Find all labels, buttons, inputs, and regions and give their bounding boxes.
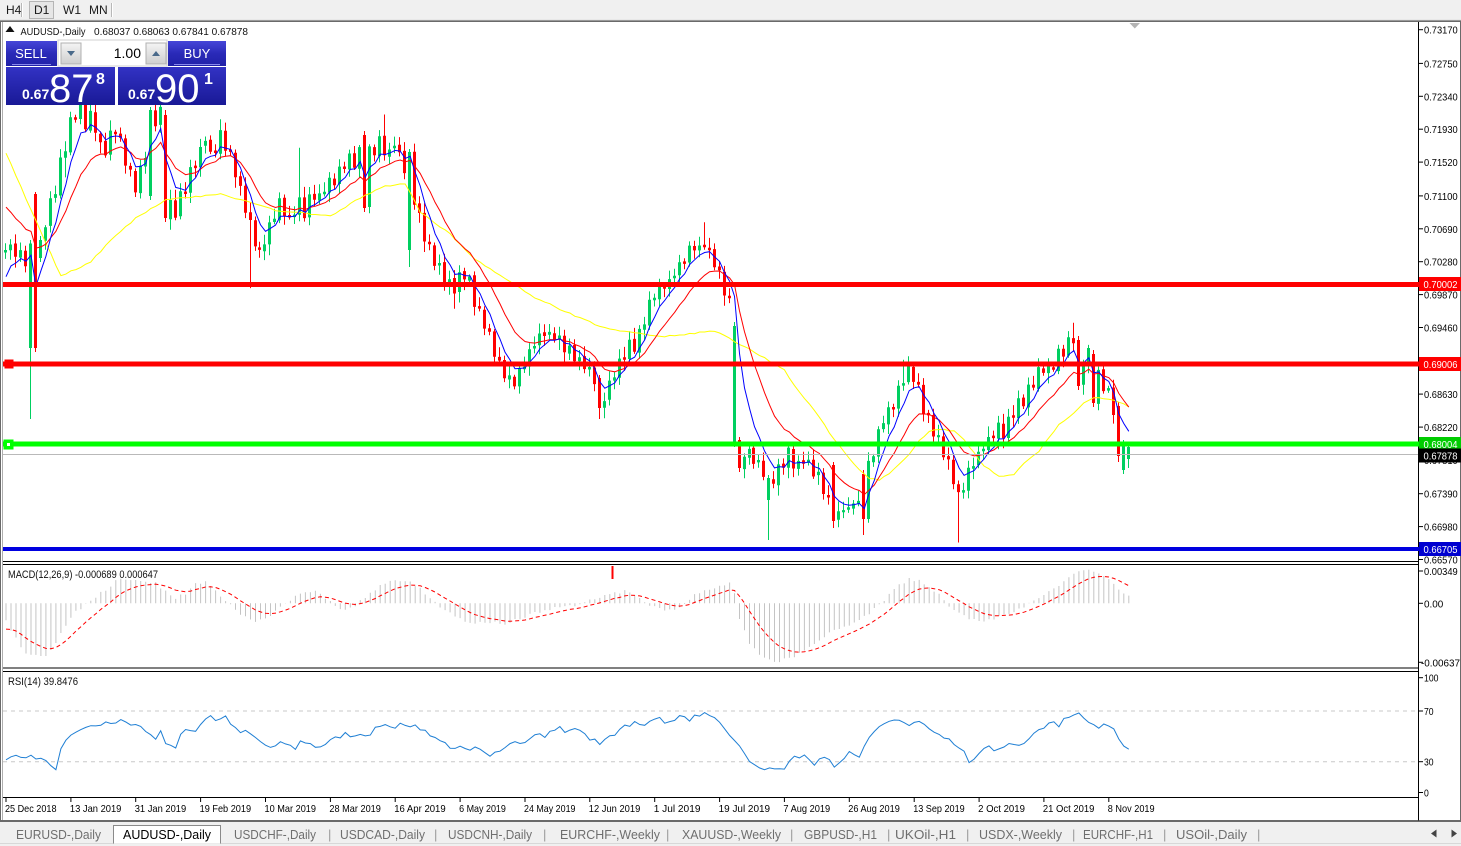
svg-text:MN: MN	[89, 3, 108, 17]
svg-text:0.68037 0.68063 0.67841 0.6787: 0.68037 0.68063 0.67841 0.67878	[94, 26, 248, 38]
svg-text:|: |	[1257, 827, 1260, 842]
svg-text:0.67: 0.67	[22, 86, 49, 102]
svg-text:W1: W1	[63, 3, 81, 17]
svg-text:USDCHF-,Daily: USDCHF-,Daily	[234, 827, 316, 842]
svg-text:-0.00637: -0.00637	[1421, 657, 1460, 669]
svg-text:EURUSD-,Daily: EURUSD-,Daily	[16, 827, 101, 842]
svg-text:AUDUSD-,Daily: AUDUSD-,Daily	[21, 26, 87, 38]
svg-text:0.66705: 0.66705	[1424, 544, 1458, 556]
svg-text:|: |	[666, 827, 669, 842]
svg-text:0.71100: 0.71100	[1424, 191, 1458, 203]
svg-text:USDCNH-,Daily: USDCNH-,Daily	[448, 827, 532, 842]
svg-text:EURCHF-,H1: EURCHF-,H1	[1083, 827, 1153, 842]
svg-text:GBPUSD-,H1: GBPUSD-,H1	[804, 827, 877, 842]
svg-text:|: |	[887, 827, 890, 842]
svg-text:0: 0	[1424, 788, 1429, 800]
svg-text:0.69870: 0.69870	[1424, 290, 1458, 302]
svg-text:0.68004: 0.68004	[1424, 439, 1458, 451]
svg-text:1: 1	[204, 71, 213, 88]
svg-text:1.00: 1.00	[114, 45, 141, 61]
svg-text:1 Jul 2019: 1 Jul 2019	[654, 803, 701, 815]
svg-text:|: |	[790, 827, 793, 842]
svg-text:0.68630: 0.68630	[1424, 389, 1458, 401]
svg-text:90: 90	[155, 67, 200, 111]
svg-text:0.68220: 0.68220	[1424, 422, 1458, 434]
svg-text:21 Oct 2019: 21 Oct 2019	[1043, 803, 1095, 815]
svg-text:XAUUSD-,Weekly: XAUUSD-,Weekly	[682, 827, 781, 842]
svg-text:0.71520: 0.71520	[1424, 157, 1458, 169]
svg-text:70: 70	[1424, 706, 1434, 718]
svg-text:8: 8	[96, 71, 105, 88]
svg-text:|: |	[434, 827, 437, 842]
svg-text:0.00349: 0.00349	[1424, 566, 1458, 578]
svg-text:100: 100	[1424, 673, 1439, 685]
svg-text:MACD(12,26,9) -0.000689 0.0006: MACD(12,26,9) -0.000689 0.000647	[8, 569, 158, 581]
svg-text:USDCAD-,Daily: USDCAD-,Daily	[340, 827, 425, 842]
svg-text:0.73170: 0.73170	[1424, 25, 1458, 37]
svg-text:0.70690: 0.70690	[1424, 224, 1458, 236]
svg-text:8 Nov 2019: 8 Nov 2019	[1108, 803, 1155, 815]
svg-text:|: |	[1163, 827, 1166, 842]
svg-text:BUY: BUY	[184, 46, 211, 61]
svg-text:0.71930: 0.71930	[1424, 124, 1458, 136]
svg-text:0.69006: 0.69006	[1424, 359, 1458, 371]
svg-text:RSI(14) 39.8476: RSI(14) 39.8476	[8, 676, 78, 688]
svg-text:7 Aug 2019: 7 Aug 2019	[783, 803, 830, 815]
svg-text:0.00: 0.00	[1424, 598, 1443, 610]
svg-text:19 Feb 2019: 19 Feb 2019	[200, 803, 252, 815]
svg-text:24 May 2019: 24 May 2019	[524, 803, 576, 815]
svg-text:0.67878: 0.67878	[1424, 451, 1458, 463]
svg-text:30: 30	[1424, 757, 1434, 769]
svg-text:2 Oct 2019: 2 Oct 2019	[978, 803, 1025, 815]
svg-text:0.70002: 0.70002	[1424, 279, 1458, 291]
svg-text:0.66570: 0.66570	[1424, 555, 1458, 567]
svg-text:87: 87	[49, 67, 94, 111]
svg-text:25 Dec 2018: 25 Dec 2018	[5, 803, 57, 815]
svg-text:D1: D1	[34, 3, 50, 17]
svg-text:UKOil-,H1: UKOil-,H1	[895, 827, 956, 842]
svg-text:SELL: SELL	[15, 46, 47, 61]
svg-text:|: |	[543, 827, 546, 842]
svg-text:31 Jan 2019: 31 Jan 2019	[135, 803, 187, 815]
svg-text:19 Jul 2019: 19 Jul 2019	[719, 803, 771, 815]
svg-text:0.66980: 0.66980	[1424, 522, 1458, 534]
svg-text:0.67390: 0.67390	[1424, 489, 1458, 501]
svg-text:0.70280: 0.70280	[1424, 257, 1458, 269]
svg-text:13 Sep 2019: 13 Sep 2019	[913, 803, 965, 815]
svg-text:EURCHF-,Weekly: EURCHF-,Weekly	[560, 827, 660, 842]
svg-text:H4: H4	[6, 3, 22, 17]
svg-text:|: |	[1072, 827, 1075, 842]
svg-text:USOil-,Daily: USOil-,Daily	[1176, 827, 1247, 842]
svg-text:USDX-,Weekly: USDX-,Weekly	[979, 827, 1062, 842]
svg-text:0.69460: 0.69460	[1424, 323, 1458, 335]
svg-text:AUDUSD-,Daily: AUDUSD-,Daily	[123, 827, 211, 842]
svg-text:|: |	[966, 827, 969, 842]
svg-text:10 Mar 2019: 10 Mar 2019	[265, 803, 317, 815]
svg-text:12 Jun 2019: 12 Jun 2019	[589, 803, 641, 815]
svg-text:26 Aug 2019: 26 Aug 2019	[848, 803, 900, 815]
svg-text:13 Jan 2019: 13 Jan 2019	[70, 803, 122, 815]
svg-text:0.67: 0.67	[128, 86, 155, 102]
svg-text:28 Mar 2019: 28 Mar 2019	[329, 803, 381, 815]
svg-text:16 Apr 2019: 16 Apr 2019	[394, 803, 446, 815]
svg-text:0.72340: 0.72340	[1424, 91, 1458, 103]
svg-text:|: |	[328, 827, 331, 842]
svg-text:6 May 2019: 6 May 2019	[459, 803, 506, 815]
svg-text:0.72750: 0.72750	[1424, 58, 1458, 70]
